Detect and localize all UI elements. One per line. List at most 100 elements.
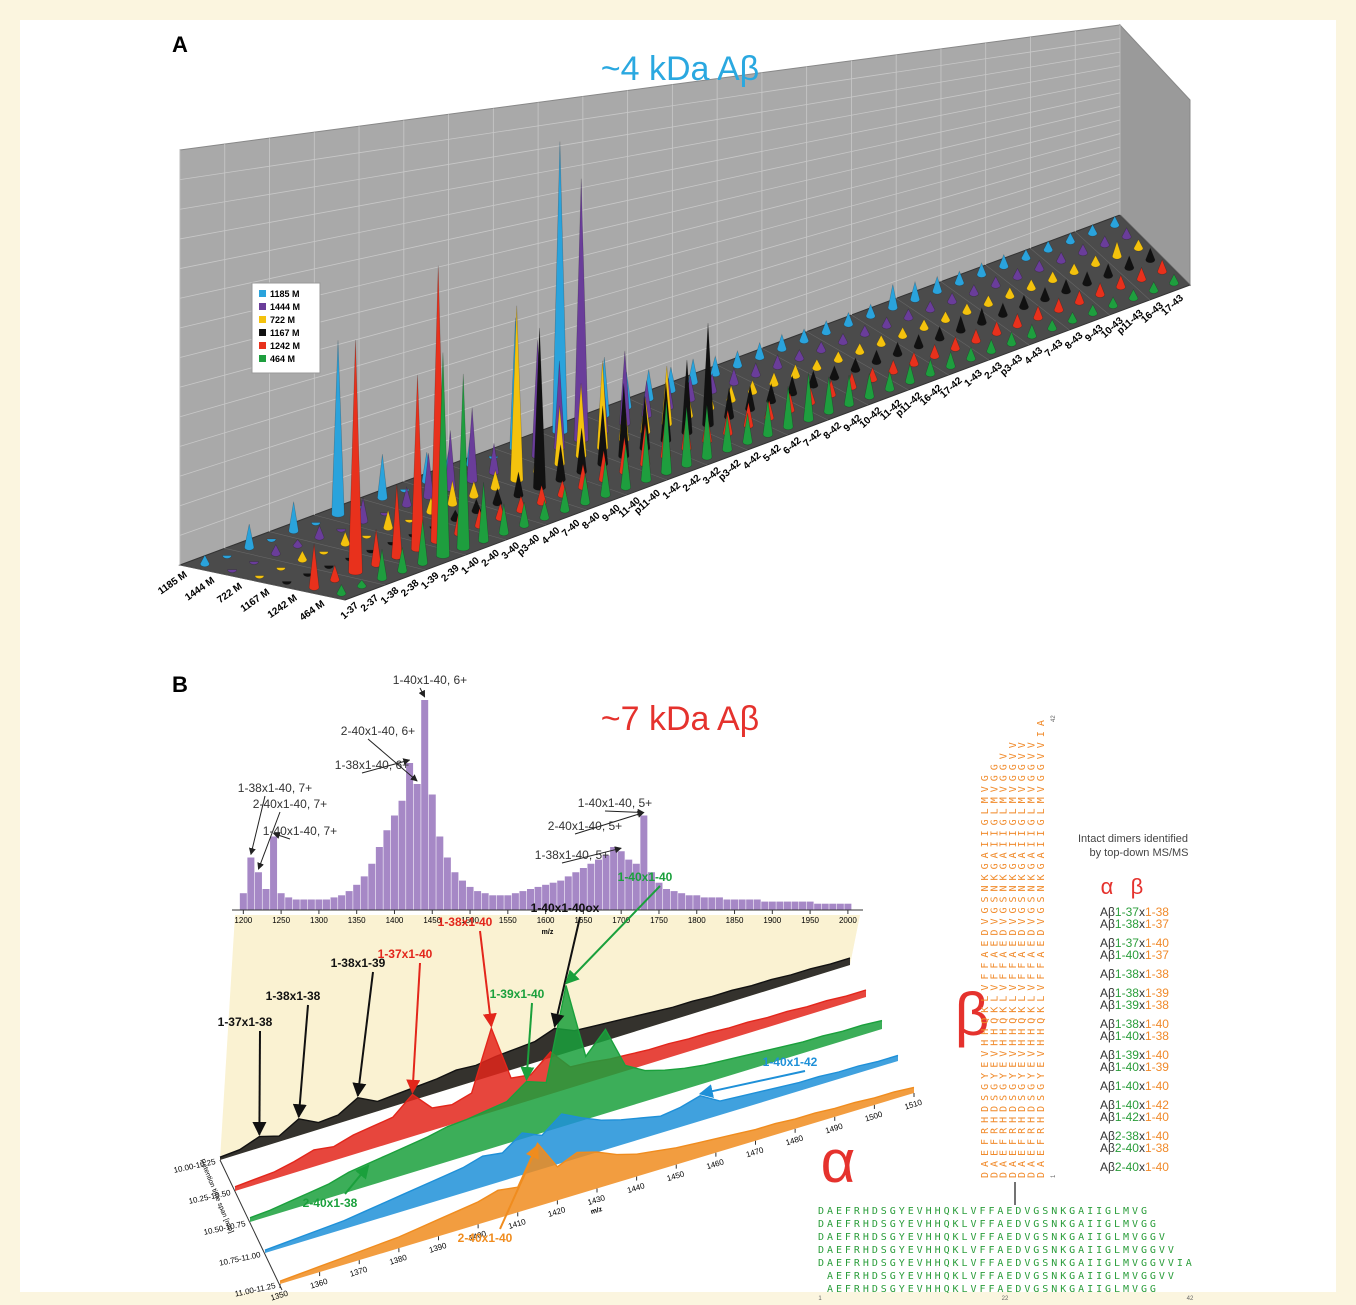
dimer-alpha: 1-39 <box>1115 1048 1139 1062</box>
dimer-alpha: 1-42 <box>1115 1110 1139 1124</box>
cone <box>498 503 509 536</box>
cone <box>990 275 1001 289</box>
annotation: 2-40x1-40, 6+ <box>341 724 415 738</box>
dimer: Aβ1-37x1-38 <box>1100 905 1169 919</box>
cone <box>640 427 652 484</box>
annotation: 2-40x1-40, 7+ <box>253 797 327 811</box>
cone <box>356 579 367 589</box>
alpha-sequence: DAEFRHDSGYEVHHQKLVFFAEDVGSNKGAIIGLMVGG <box>818 1219 1159 1230</box>
cone <box>1021 248 1031 262</box>
dimer-heading: by top-down MS/MS <box>1089 847 1188 859</box>
dimer-alpha: 2-38 <box>1115 1129 1139 1143</box>
beta-sequence: DAEFRHDSGYEVHHQKLVFFAEDVGSNKGAIIGLMVGG <box>989 759 1000 1178</box>
cone <box>1095 282 1106 298</box>
dimer-separator: x <box>1139 1029 1145 1043</box>
cone <box>1053 297 1064 314</box>
cone <box>1121 227 1132 240</box>
cone <box>723 387 735 420</box>
cone <box>1090 254 1101 268</box>
cone <box>377 454 388 501</box>
cone <box>823 376 834 415</box>
dimer-prefix: Aβ <box>1100 998 1115 1012</box>
cone <box>945 350 956 370</box>
wall-grid-line <box>179 119 1121 358</box>
dimer: Aβ1-38x1-38 <box>1100 967 1169 981</box>
cone <box>766 382 777 405</box>
legend-label: 1185 M <box>270 289 300 299</box>
cone <box>947 292 957 305</box>
dimer-alpha: 2-40 <box>1115 1141 1139 1155</box>
dimer-alpha: 1-38 <box>1115 917 1139 931</box>
dimer-beta: 1-40 <box>1145 1160 1169 1174</box>
cone <box>772 354 783 370</box>
annotation: 1-40x1-40 <box>618 870 673 884</box>
dimer-heading: Intact dimers identified <box>1078 833 1188 845</box>
cone <box>478 482 489 544</box>
x-axis-label: m/z <box>542 929 554 936</box>
cone <box>892 341 903 358</box>
annotation-arrow <box>698 1070 806 1098</box>
cone <box>1074 289 1085 306</box>
cone <box>968 284 979 297</box>
cone <box>742 412 753 446</box>
cone <box>829 365 840 381</box>
cone <box>471 498 482 515</box>
cone <box>745 385 756 413</box>
cone <box>997 302 1008 318</box>
cone <box>199 554 210 568</box>
annotation: 1-40x1-40, 7+ <box>263 824 337 838</box>
cone <box>833 350 844 364</box>
cone <box>1026 323 1037 340</box>
cone <box>266 538 277 543</box>
x-tick-label: 1850 <box>726 916 744 925</box>
cone <box>954 270 965 287</box>
chart-title: ~4 kDa Aβ <box>601 50 759 88</box>
annotation-arrow <box>574 811 645 835</box>
alpha-sequence: AEFRHDSGYEVHHQKLVFFAEDVGSNKGAIIGLMVGG <box>818 1284 1159 1295</box>
annotation: 1-37x1-38 <box>218 1015 273 1029</box>
y-axis <box>219 1159 283 1291</box>
annotation: 1-37x1-40 <box>378 947 433 961</box>
panel-a: ~4 kDa Aβ 1185 M 1444 M 722 M 1167 M 1242 M 46… <box>156 25 1191 623</box>
dimer-beta: 1-40 <box>1145 1110 1169 1124</box>
x-tick-label: 1550 <box>499 916 517 925</box>
dimer: Aβ1-40x1-39 <box>1100 1060 1169 1074</box>
position-label: 1 <box>1051 1174 1057 1178</box>
floor-grid-line <box>1030 248 1110 316</box>
dimer-prefix: Aβ <box>1100 1017 1115 1031</box>
floor-grid-line <box>851 314 949 376</box>
cone <box>811 358 822 372</box>
cone <box>701 404 713 461</box>
cone <box>436 352 450 559</box>
annotation-arrow <box>252 1030 267 1137</box>
legend-label: 464 M <box>270 354 295 364</box>
cone <box>1145 247 1156 264</box>
annotation: 1-38x1-40, 6+ <box>335 758 409 772</box>
floor-grid-line <box>224 548 386 586</box>
dimer-beta: 1-40 <box>1145 1129 1169 1143</box>
dimer-alpha: 1-40 <box>1115 948 1139 962</box>
dimer-beta: 1-40 <box>1145 1017 1169 1031</box>
cone <box>1047 319 1058 332</box>
cone <box>843 311 854 328</box>
cone <box>276 567 286 571</box>
cone <box>417 519 428 567</box>
dimer: Aβ1-38x1-40 <box>1100 1017 1169 1031</box>
cone <box>864 373 875 400</box>
beta-sequence: DAEFRHDSGYEVHHQKLVFFAEDVGSNKGAIIGLMVGGV <box>999 748 1010 1178</box>
cone <box>971 328 981 344</box>
cone <box>821 319 832 336</box>
alpha-header: α <box>1101 874 1114 899</box>
dimer-beta: 1-39 <box>1145 986 1169 1000</box>
cone <box>336 528 347 533</box>
panel-b: ~7 kDa Aβ 1200 1250 1300 1350 1400 1450 1500 155… <box>173 673 924 1302</box>
alpha-sequence: DAEFRHDSGYEVHHQKLVFFAEDVGSNKGAIIGLMVGGVV <box>818 1245 1177 1256</box>
cone <box>962 302 972 316</box>
annotation: 1-39x1-40 <box>490 987 545 1001</box>
dimer-prefix: Aβ <box>1100 948 1115 962</box>
cone <box>897 326 908 340</box>
cone <box>1103 263 1114 279</box>
x-tick-label: 2000 <box>839 916 857 925</box>
dimer: Aβ1-40x1-40 <box>1100 1079 1169 1093</box>
dimer-separator: x <box>1139 1141 1145 1155</box>
